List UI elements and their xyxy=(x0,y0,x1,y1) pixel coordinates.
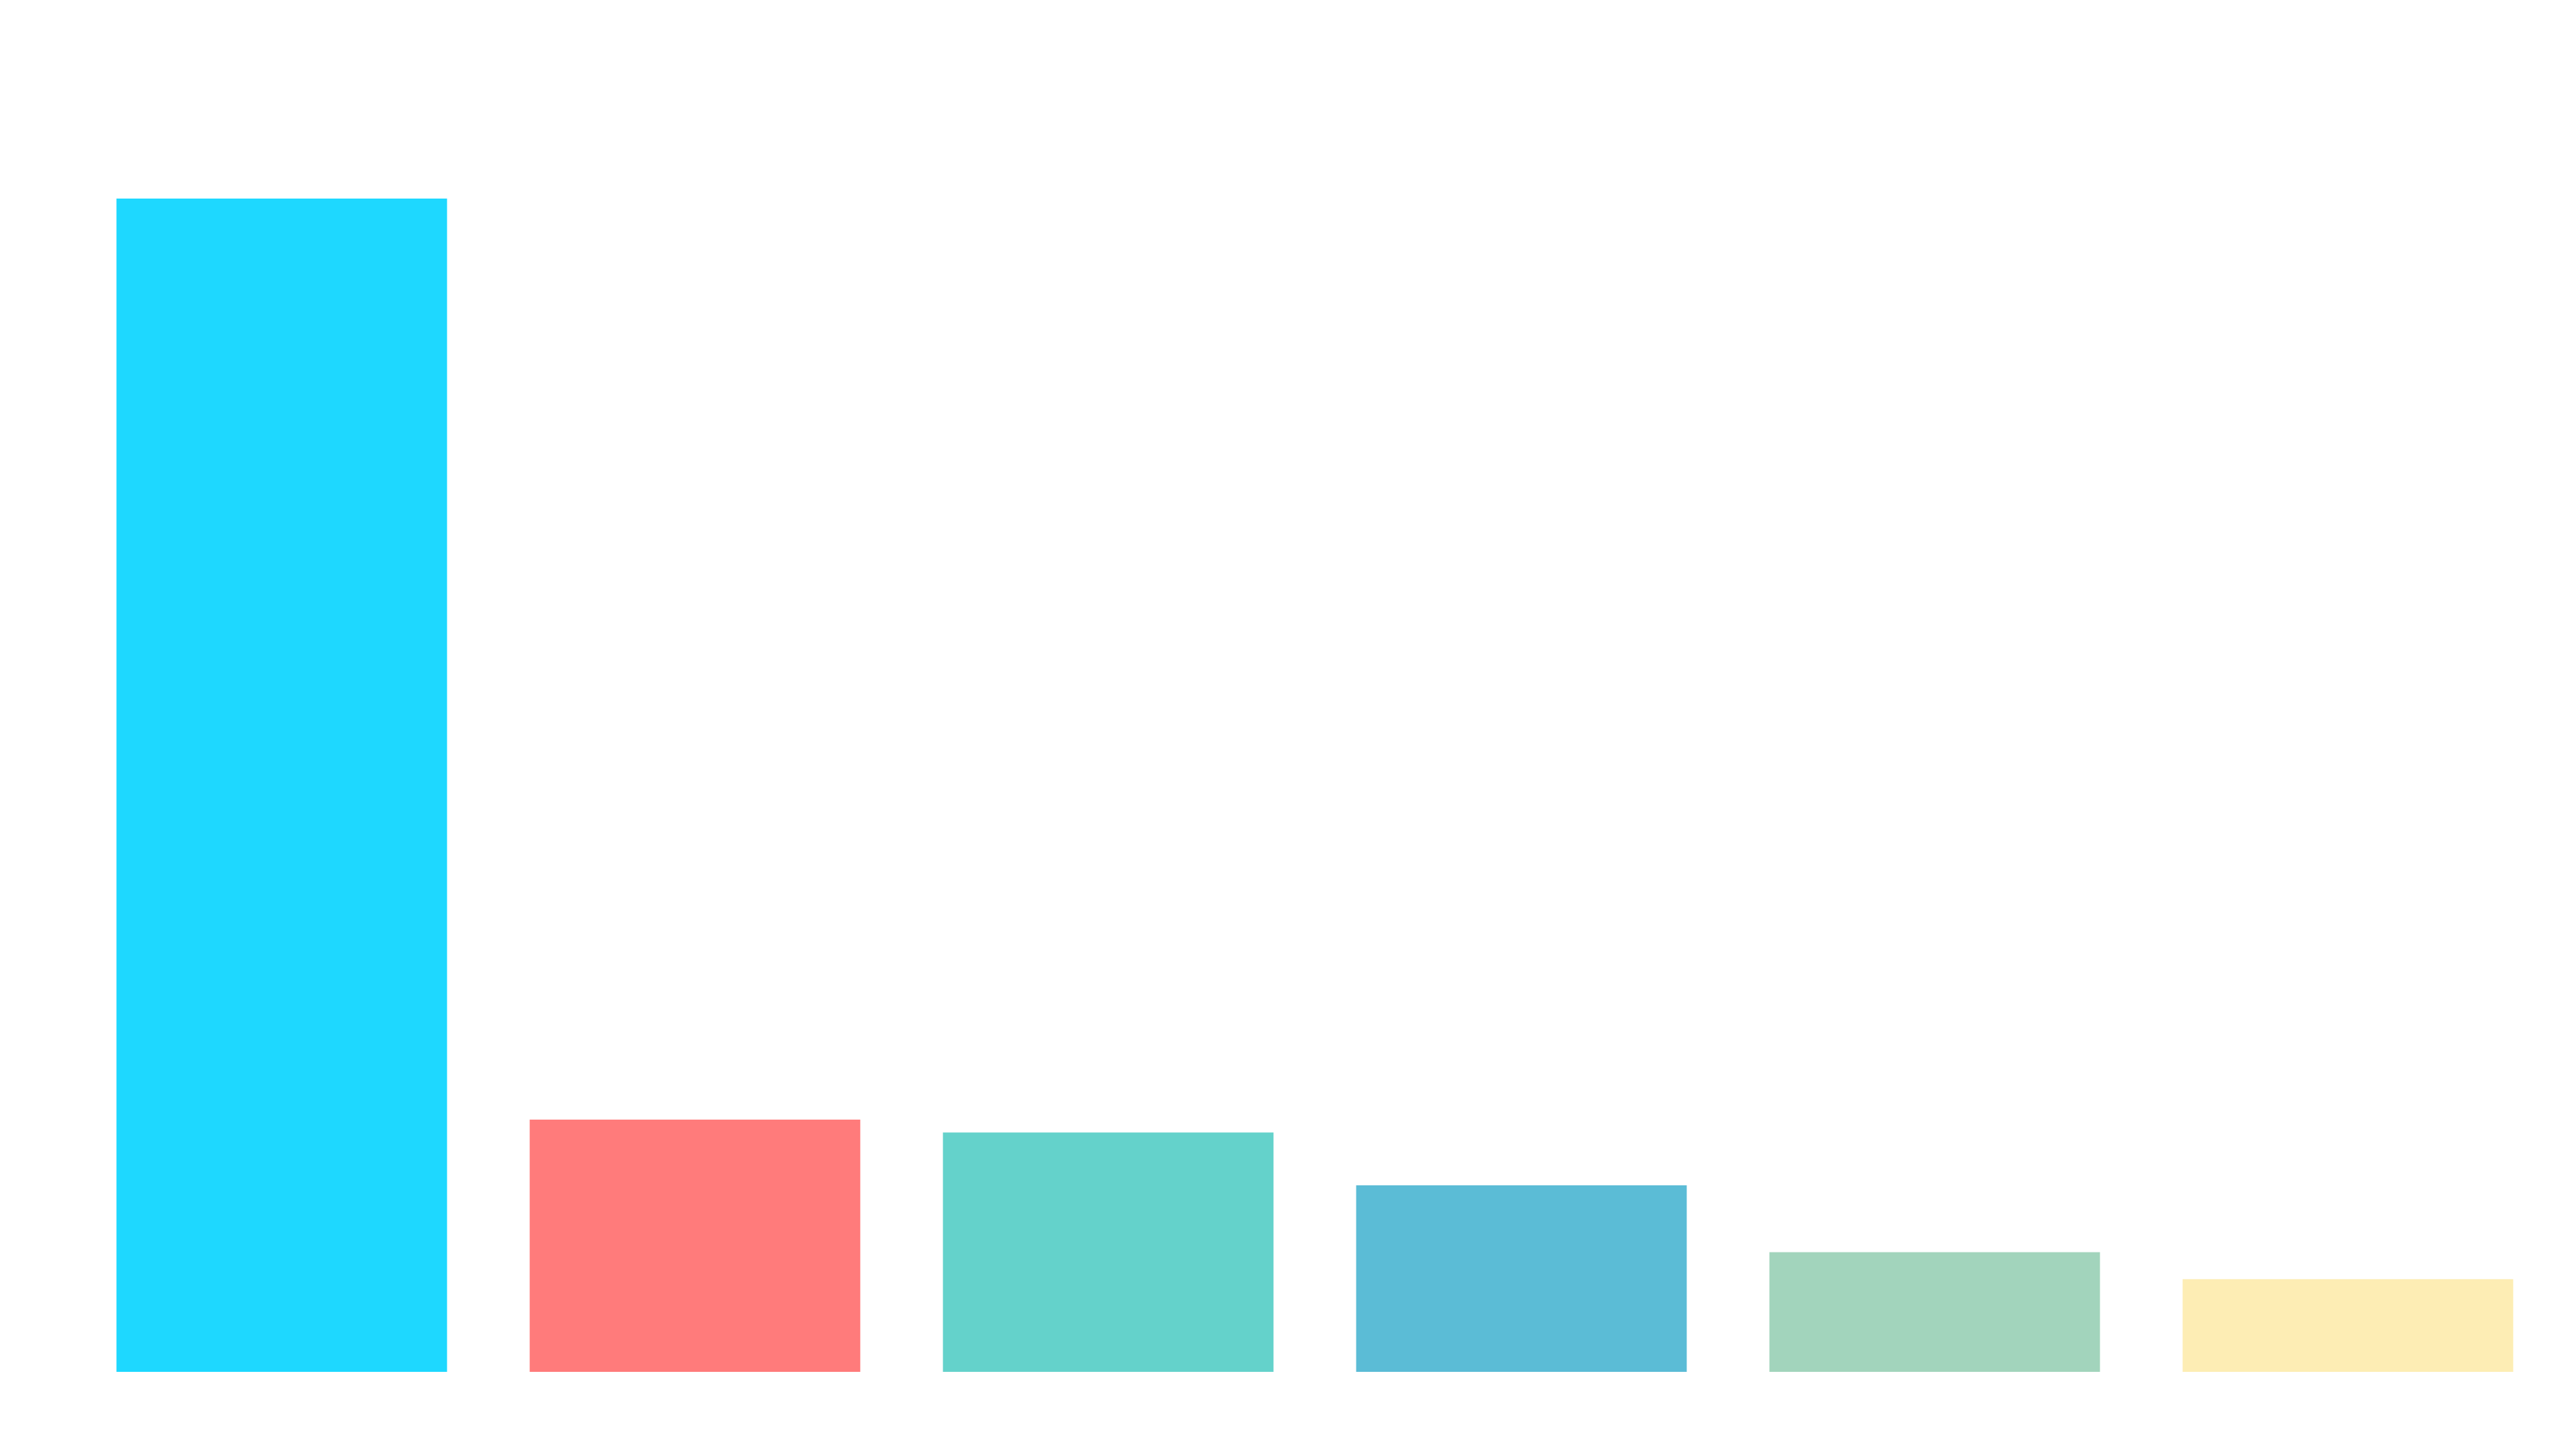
bar-1 xyxy=(116,199,447,1372)
bar-6 xyxy=(2182,1279,2514,1372)
bar-5 xyxy=(1769,1252,2100,1372)
bar-2 xyxy=(529,1120,861,1372)
bars-layer xyxy=(116,199,2514,1372)
bar-4 xyxy=(1356,1185,1687,1372)
bar-3 xyxy=(943,1132,1274,1372)
